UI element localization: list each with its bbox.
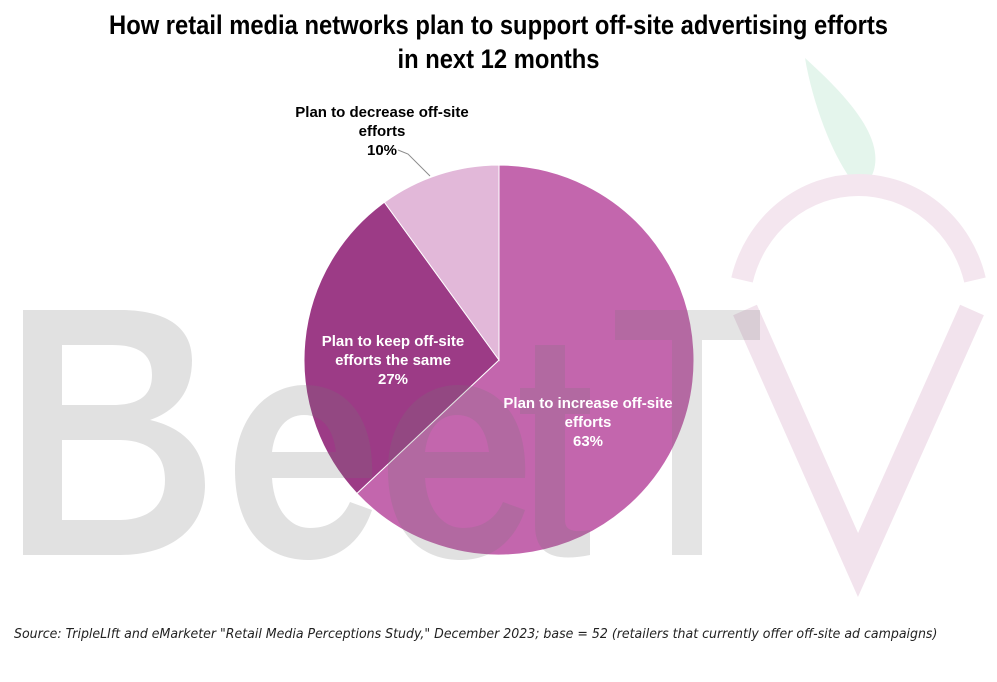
watermark-letters <box>23 310 760 560</box>
source-note: Source: TripleLIft and eMarketer "Retail… <box>14 626 938 642</box>
slice-label-line: efforts the same <box>335 352 451 369</box>
decrease-leader-line <box>397 149 431 177</box>
slice-label-line: efforts <box>359 123 406 140</box>
slice-decrease-label: Plan to decrease off-site efforts 10% <box>295 104 468 159</box>
slice-increase <box>356 164 695 556</box>
slice-value-label: 10% <box>367 142 397 159</box>
slice-label-line: efforts <box>565 414 612 431</box>
slice-label-line: Plan to keep off-site <box>322 333 465 350</box>
slice-increase-label: Plan to increase off-site efforts 63% <box>503 395 672 450</box>
slice-decrease <box>383 164 500 362</box>
watermark-letter-e1 <box>235 385 373 560</box>
slice-label-line: Plan to decrease off-site <box>295 104 468 121</box>
slice-value-label: 63% <box>573 433 603 450</box>
slice-keep-same-label: Plan to keep off-site efforts the same 27% <box>322 333 465 388</box>
beettv-watermark-logo <box>731 58 986 597</box>
chart-title-line-2: in next 12 months <box>397 44 600 74</box>
watermark-letter-e2 <box>388 385 526 560</box>
watermark-apple-arc <box>731 173 986 283</box>
slice-value-label: 27% <box>378 371 408 388</box>
slice-label-line: Plan to increase off-site <box>503 395 672 412</box>
slice-keep-same <box>303 201 500 495</box>
watermark-letter-t-capital <box>615 310 760 555</box>
watermark-letter-t <box>520 345 590 558</box>
chart-title: How retail media networks plan to suppor… <box>60 8 937 76</box>
chart-title-line-1: How retail media networks plan to suppor… <box>109 10 888 40</box>
watermark-letter-b <box>23 310 205 555</box>
watermark-leaf <box>805 58 876 184</box>
watermark-v-letter <box>733 304 984 597</box>
